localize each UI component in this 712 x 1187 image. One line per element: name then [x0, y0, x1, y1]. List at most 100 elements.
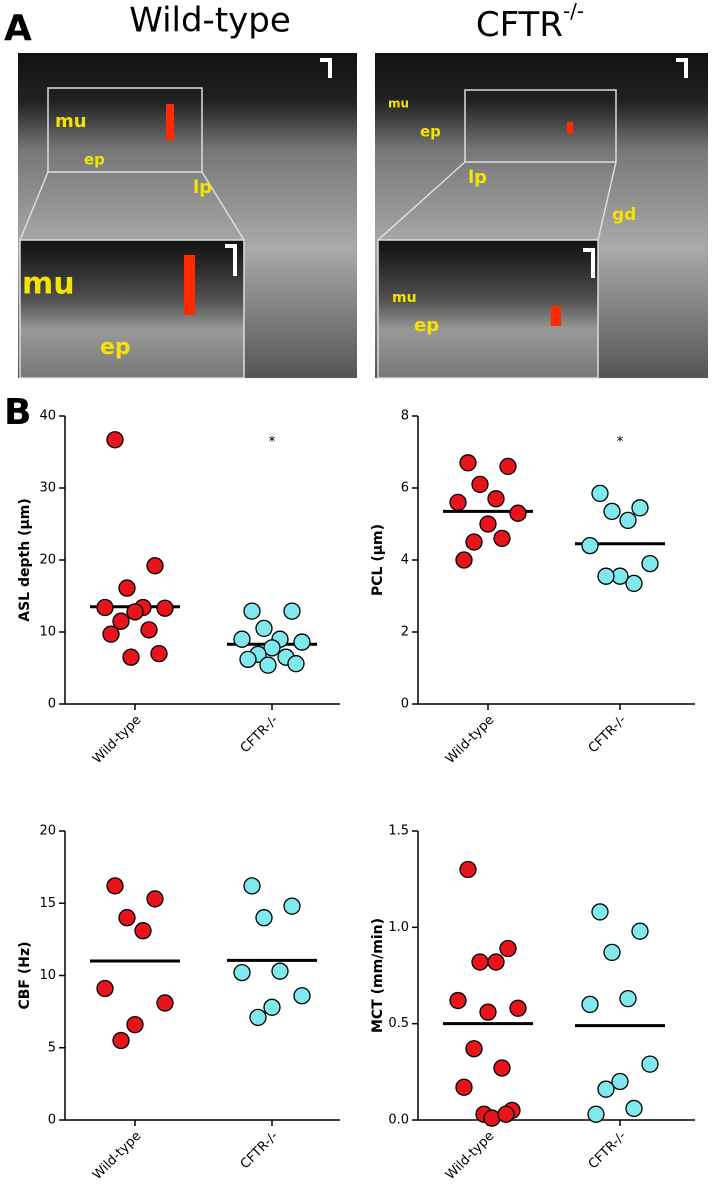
region-label: mu [22, 267, 75, 302]
scale-bar [320, 58, 332, 78]
data-point [493, 1059, 511, 1077]
data-point [499, 457, 517, 476]
data-point [603, 943, 621, 962]
title-sup: -/- [563, 0, 584, 23]
significance: * [617, 434, 624, 450]
data-point [449, 991, 467, 1010]
data-point [603, 502, 621, 521]
y-tick-label: 6 [401, 481, 409, 496]
data-point [493, 529, 511, 548]
data-point [293, 987, 311, 1005]
data-point [479, 515, 497, 533]
data-point [283, 897, 301, 915]
zoom-box [464, 89, 617, 163]
y-axis-label: PCL (μm) [370, 524, 386, 596]
data-point [156, 599, 174, 617]
y-tick-label: 2 [401, 625, 409, 640]
data-point [283, 602, 301, 620]
data-point [631, 499, 649, 517]
y-tick-label: 0 [401, 697, 409, 712]
data-point [625, 1099, 643, 1118]
y-tick-label: 1.0 [388, 920, 409, 935]
region-label: mu [55, 111, 87, 132]
data-point [263, 998, 281, 1016]
data-point [625, 574, 643, 593]
y-tick-label: 5 [48, 1040, 56, 1055]
data-point [479, 1003, 497, 1021]
data-point [255, 619, 273, 638]
image-title: CFTR-/- [476, 0, 584, 45]
data-point [126, 1015, 144, 1034]
y-tick-label: 0.0 [388, 1113, 409, 1128]
data-point [249, 1008, 267, 1027]
image-title: Wild-type [129, 1, 291, 41]
data-point [259, 656, 277, 674]
x-tick-label: Wild-type [90, 1129, 144, 1183]
data-point [243, 602, 261, 620]
data-point [487, 490, 505, 508]
data-point [118, 909, 136, 927]
zoom-line [201, 171, 245, 241]
data-point [102, 625, 120, 643]
data-point [459, 860, 477, 879]
region-label: ep [420, 123, 441, 141]
region-label: ep [414, 315, 439, 336]
region-label: lp [468, 167, 487, 188]
data-point [118, 579, 136, 597]
data-point [449, 493, 467, 512]
data-point [96, 598, 114, 617]
data-point [112, 612, 130, 630]
data-point [255, 909, 273, 927]
y-tick-label: 8 [401, 409, 409, 424]
data-point [156, 994, 174, 1012]
marker-bar [551, 306, 561, 326]
data-point [112, 1031, 130, 1050]
y-tick-label: 20 [39, 824, 56, 839]
inset [19, 239, 245, 379]
data-point [509, 504, 527, 522]
y-tick-label: 10 [39, 968, 56, 983]
data-point [96, 979, 114, 998]
marker-bar [567, 122, 573, 134]
data-point [597, 567, 615, 585]
data-point [106, 431, 124, 449]
y-tick-label: 20 [39, 553, 56, 568]
x-tick-label: CFTR-/- [238, 712, 282, 756]
y-tick-label: 40 [39, 409, 56, 424]
y-tick-label: 4 [401, 553, 409, 568]
scale-bar [676, 58, 688, 78]
scale-bar [225, 244, 237, 276]
data-point [134, 922, 152, 940]
data-point [293, 633, 311, 651]
data-point [233, 963, 251, 982]
y-axis-label: ASL depth (μm) [17, 498, 33, 621]
significance: * [269, 434, 276, 450]
data-point [146, 890, 164, 908]
data-point [455, 1078, 473, 1096]
data-point [465, 533, 483, 551]
y-tick-label: 10 [39, 625, 56, 640]
data-point [140, 621, 158, 639]
zoom-box [47, 87, 203, 173]
data-point [243, 877, 261, 895]
data-point [619, 989, 637, 1008]
data-point [455, 551, 473, 569]
data-point [641, 1055, 659, 1073]
y-axis-label: CBF (Hz) [17, 941, 33, 1009]
y-tick-label: 0 [48, 1113, 56, 1128]
data-point [459, 454, 477, 472]
y-tick-label: 0 [48, 697, 56, 712]
region-label: ep [84, 151, 105, 169]
title-text: CFTR [476, 5, 563, 45]
region-label: mu [388, 97, 409, 111]
marker-bar [166, 104, 174, 140]
data-point [287, 655, 305, 673]
marker-bar [184, 255, 195, 315]
y-tick-label: 1.5 [388, 824, 409, 839]
region-label: ep [100, 335, 131, 360]
y-tick-label: 15 [39, 896, 56, 911]
data-point [641, 554, 659, 573]
y-tick-label: 0.5 [388, 1016, 409, 1031]
x-tick-label: CFTR-/- [238, 1128, 282, 1172]
